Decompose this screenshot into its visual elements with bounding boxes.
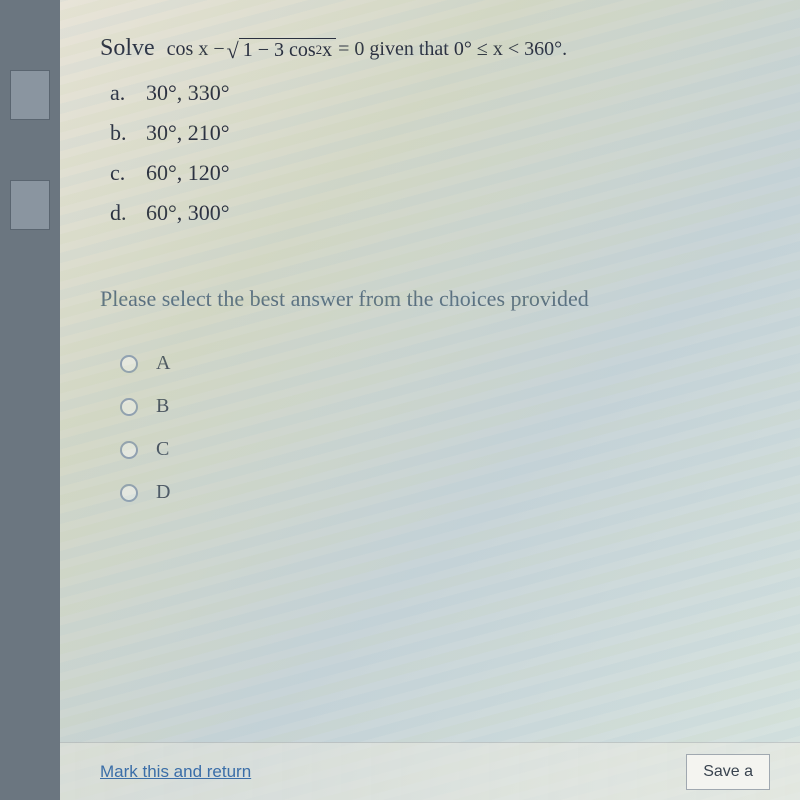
radio-d[interactable] xyxy=(120,484,138,502)
sqrt-expression: √ 1 − 3 cos2 x xyxy=(227,38,337,62)
mark-return-link[interactable]: Mark this and return xyxy=(100,762,251,782)
answer-row-c[interactable]: C xyxy=(120,438,760,461)
sqrt-body: 1 − 3 cos2 x xyxy=(239,38,336,62)
answer-row-b[interactable]: B xyxy=(120,395,760,418)
footer-bar: Mark this and return Save a xyxy=(60,742,800,800)
option-letter: a. xyxy=(110,80,146,106)
answer-row-a[interactable]: A xyxy=(120,352,760,375)
radio-b[interactable] xyxy=(120,398,138,416)
option-a: a. 30°, 330° xyxy=(110,80,760,106)
option-b: b. 30°, 210° xyxy=(110,120,760,146)
option-text: 30°, 210° xyxy=(146,120,230,146)
option-text: 60°, 120° xyxy=(146,160,230,186)
question-text: Solve cos x − √ 1 − 3 cos2 x = 0 given t… xyxy=(100,35,760,62)
answer-label-b: B xyxy=(156,395,169,418)
equation-suffix: = 0 given that 0° ≤ x < 360°. xyxy=(338,38,567,61)
option-letter: b. xyxy=(110,120,146,146)
answer-label-c: C xyxy=(156,438,169,461)
save-button[interactable]: Save a xyxy=(686,754,770,790)
solve-label: Solve xyxy=(100,35,155,62)
option-c: c. 60°, 120° xyxy=(110,160,760,186)
select-prompt: Please select the best answer from the c… xyxy=(100,286,760,312)
sqrt-inner-b: x xyxy=(322,39,332,62)
equation-prefix: cos x − xyxy=(167,38,225,61)
sidebar-badge-1 xyxy=(10,70,50,120)
equation: cos x − √ 1 − 3 cos2 x = 0 given that 0°… xyxy=(167,38,567,62)
sidebar-badge-2 xyxy=(10,180,50,230)
option-list: a. 30°, 330° b. 30°, 210° c. 60°, 120° d… xyxy=(110,80,760,226)
option-letter: d. xyxy=(110,200,146,226)
sqrt-inner-a: 1 − 3 cos xyxy=(243,39,316,62)
answer-radio-group: A B C D xyxy=(120,352,760,504)
radio-c[interactable] xyxy=(120,441,138,459)
radio-a[interactable] xyxy=(120,355,138,373)
sqrt-symbol: √ xyxy=(227,40,239,64)
answer-label-d: D xyxy=(156,481,170,504)
left-sidebar xyxy=(0,0,60,800)
option-text: 30°, 330° xyxy=(146,80,230,106)
option-letter: c. xyxy=(110,160,146,186)
option-d: d. 60°, 300° xyxy=(110,200,760,226)
option-text: 60°, 300° xyxy=(146,200,230,226)
question-panel: Solve cos x − √ 1 − 3 cos2 x = 0 given t… xyxy=(60,0,800,800)
answer-row-d[interactable]: D xyxy=(120,481,760,504)
answer-label-a: A xyxy=(156,352,170,375)
